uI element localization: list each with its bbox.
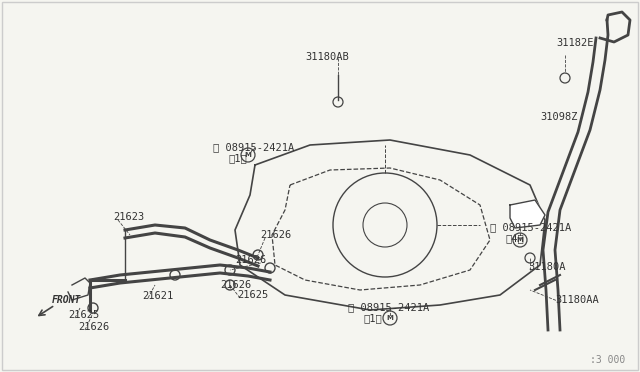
Text: M: M: [387, 315, 394, 321]
Text: 21625: 21625: [68, 310, 99, 320]
Text: 21626: 21626: [260, 230, 291, 240]
Text: 31180A: 31180A: [528, 262, 566, 272]
Text: （4）: （4）: [505, 233, 524, 243]
Text: 21626: 21626: [78, 322, 109, 332]
Text: FRONT: FRONT: [52, 295, 81, 305]
Text: M: M: [244, 152, 252, 158]
Text: 31180AB: 31180AB: [305, 52, 349, 62]
Text: :3 000: :3 000: [590, 355, 625, 365]
Text: 31182E: 31182E: [556, 38, 593, 48]
Text: （1）: （1）: [363, 313, 381, 323]
Text: 21623: 21623: [113, 212, 144, 222]
Text: 21625: 21625: [237, 290, 268, 300]
Text: （1）: （1）: [228, 153, 247, 163]
Text: 21626: 21626: [235, 255, 266, 265]
Polygon shape: [510, 200, 545, 228]
Text: ③ 08915-2421A: ③ 08915-2421A: [490, 222, 572, 232]
Text: 31180AA: 31180AA: [555, 295, 599, 305]
Text: M: M: [516, 237, 524, 243]
Text: ③ 08915-2421A: ③ 08915-2421A: [348, 302, 429, 312]
Text: ③ 08915-2421A: ③ 08915-2421A: [213, 142, 294, 152]
Text: 21621: 21621: [142, 291, 173, 301]
Text: 31098Z: 31098Z: [540, 112, 577, 122]
Text: 21626: 21626: [220, 280, 252, 290]
